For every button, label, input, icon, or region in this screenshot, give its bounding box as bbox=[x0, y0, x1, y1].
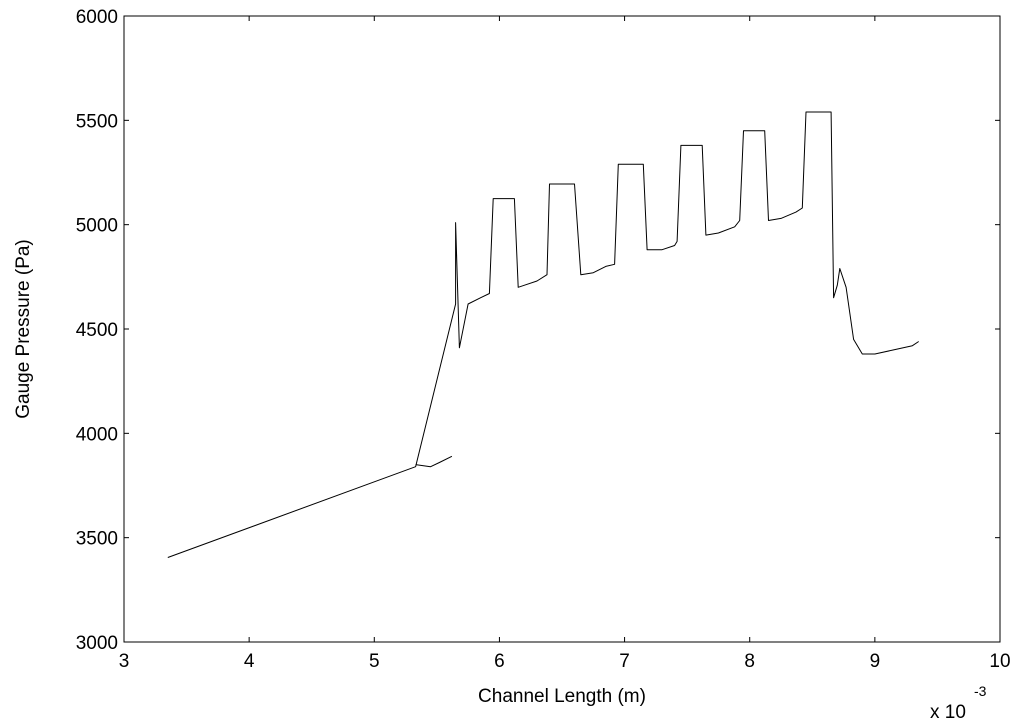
x-tick-label: 3 bbox=[119, 651, 130, 672]
series-line-1 bbox=[167, 111, 919, 558]
y-tick-label: 3000 bbox=[76, 633, 118, 654]
x-tick-label: 8 bbox=[744, 651, 755, 672]
plot-area-frame bbox=[123, 15, 1001, 643]
x-tick-label: 7 bbox=[619, 651, 630, 672]
series-line-2 bbox=[415, 455, 453, 468]
x-axis-multiplier-exponent: -3 bbox=[974, 683, 987, 699]
x-axis-title: Channel Length (m) bbox=[478, 686, 646, 707]
y-tick-label: 5000 bbox=[76, 216, 118, 237]
y-tick-label: 4000 bbox=[76, 424, 118, 445]
x-tick-label: 6 bbox=[494, 651, 505, 672]
x-tick-label: 5 bbox=[369, 651, 380, 672]
x-axis-multiplier: x 10 bbox=[930, 702, 966, 721]
x-tick-label: 4 bbox=[244, 651, 255, 672]
y-tick-label: 3500 bbox=[76, 529, 118, 550]
y-tick-label: 6000 bbox=[76, 7, 118, 28]
x-axis-ticks: 3 4 5 6 7 8 9 10 bbox=[119, 16, 1011, 672]
y-tick-label: 5500 bbox=[76, 111, 118, 132]
y-axis-ticks: 3000 3500 4000 4500 5000 5500 6000 bbox=[76, 7, 1000, 654]
x-tick-label: 9 bbox=[870, 651, 881, 672]
x-tick-label: 10 bbox=[989, 651, 1010, 672]
y-tick-label: 4500 bbox=[76, 320, 118, 341]
series-layer bbox=[167, 111, 919, 558]
y-axis-title: Gauge Pressure (Pa) bbox=[13, 239, 34, 419]
